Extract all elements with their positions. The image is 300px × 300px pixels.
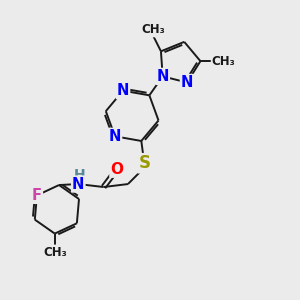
Text: N: N (72, 177, 85, 192)
Text: S: S (138, 154, 150, 172)
Text: N: N (181, 75, 193, 90)
Text: F: F (32, 188, 42, 203)
Text: O: O (110, 162, 123, 177)
Text: CH₃: CH₃ (212, 55, 236, 68)
Text: N: N (117, 83, 129, 98)
Text: N: N (157, 69, 169, 84)
Text: CH₃: CH₃ (142, 23, 165, 36)
Text: CH₃: CH₃ (43, 245, 67, 259)
Text: N: N (109, 129, 121, 144)
Text: H: H (74, 167, 85, 182)
